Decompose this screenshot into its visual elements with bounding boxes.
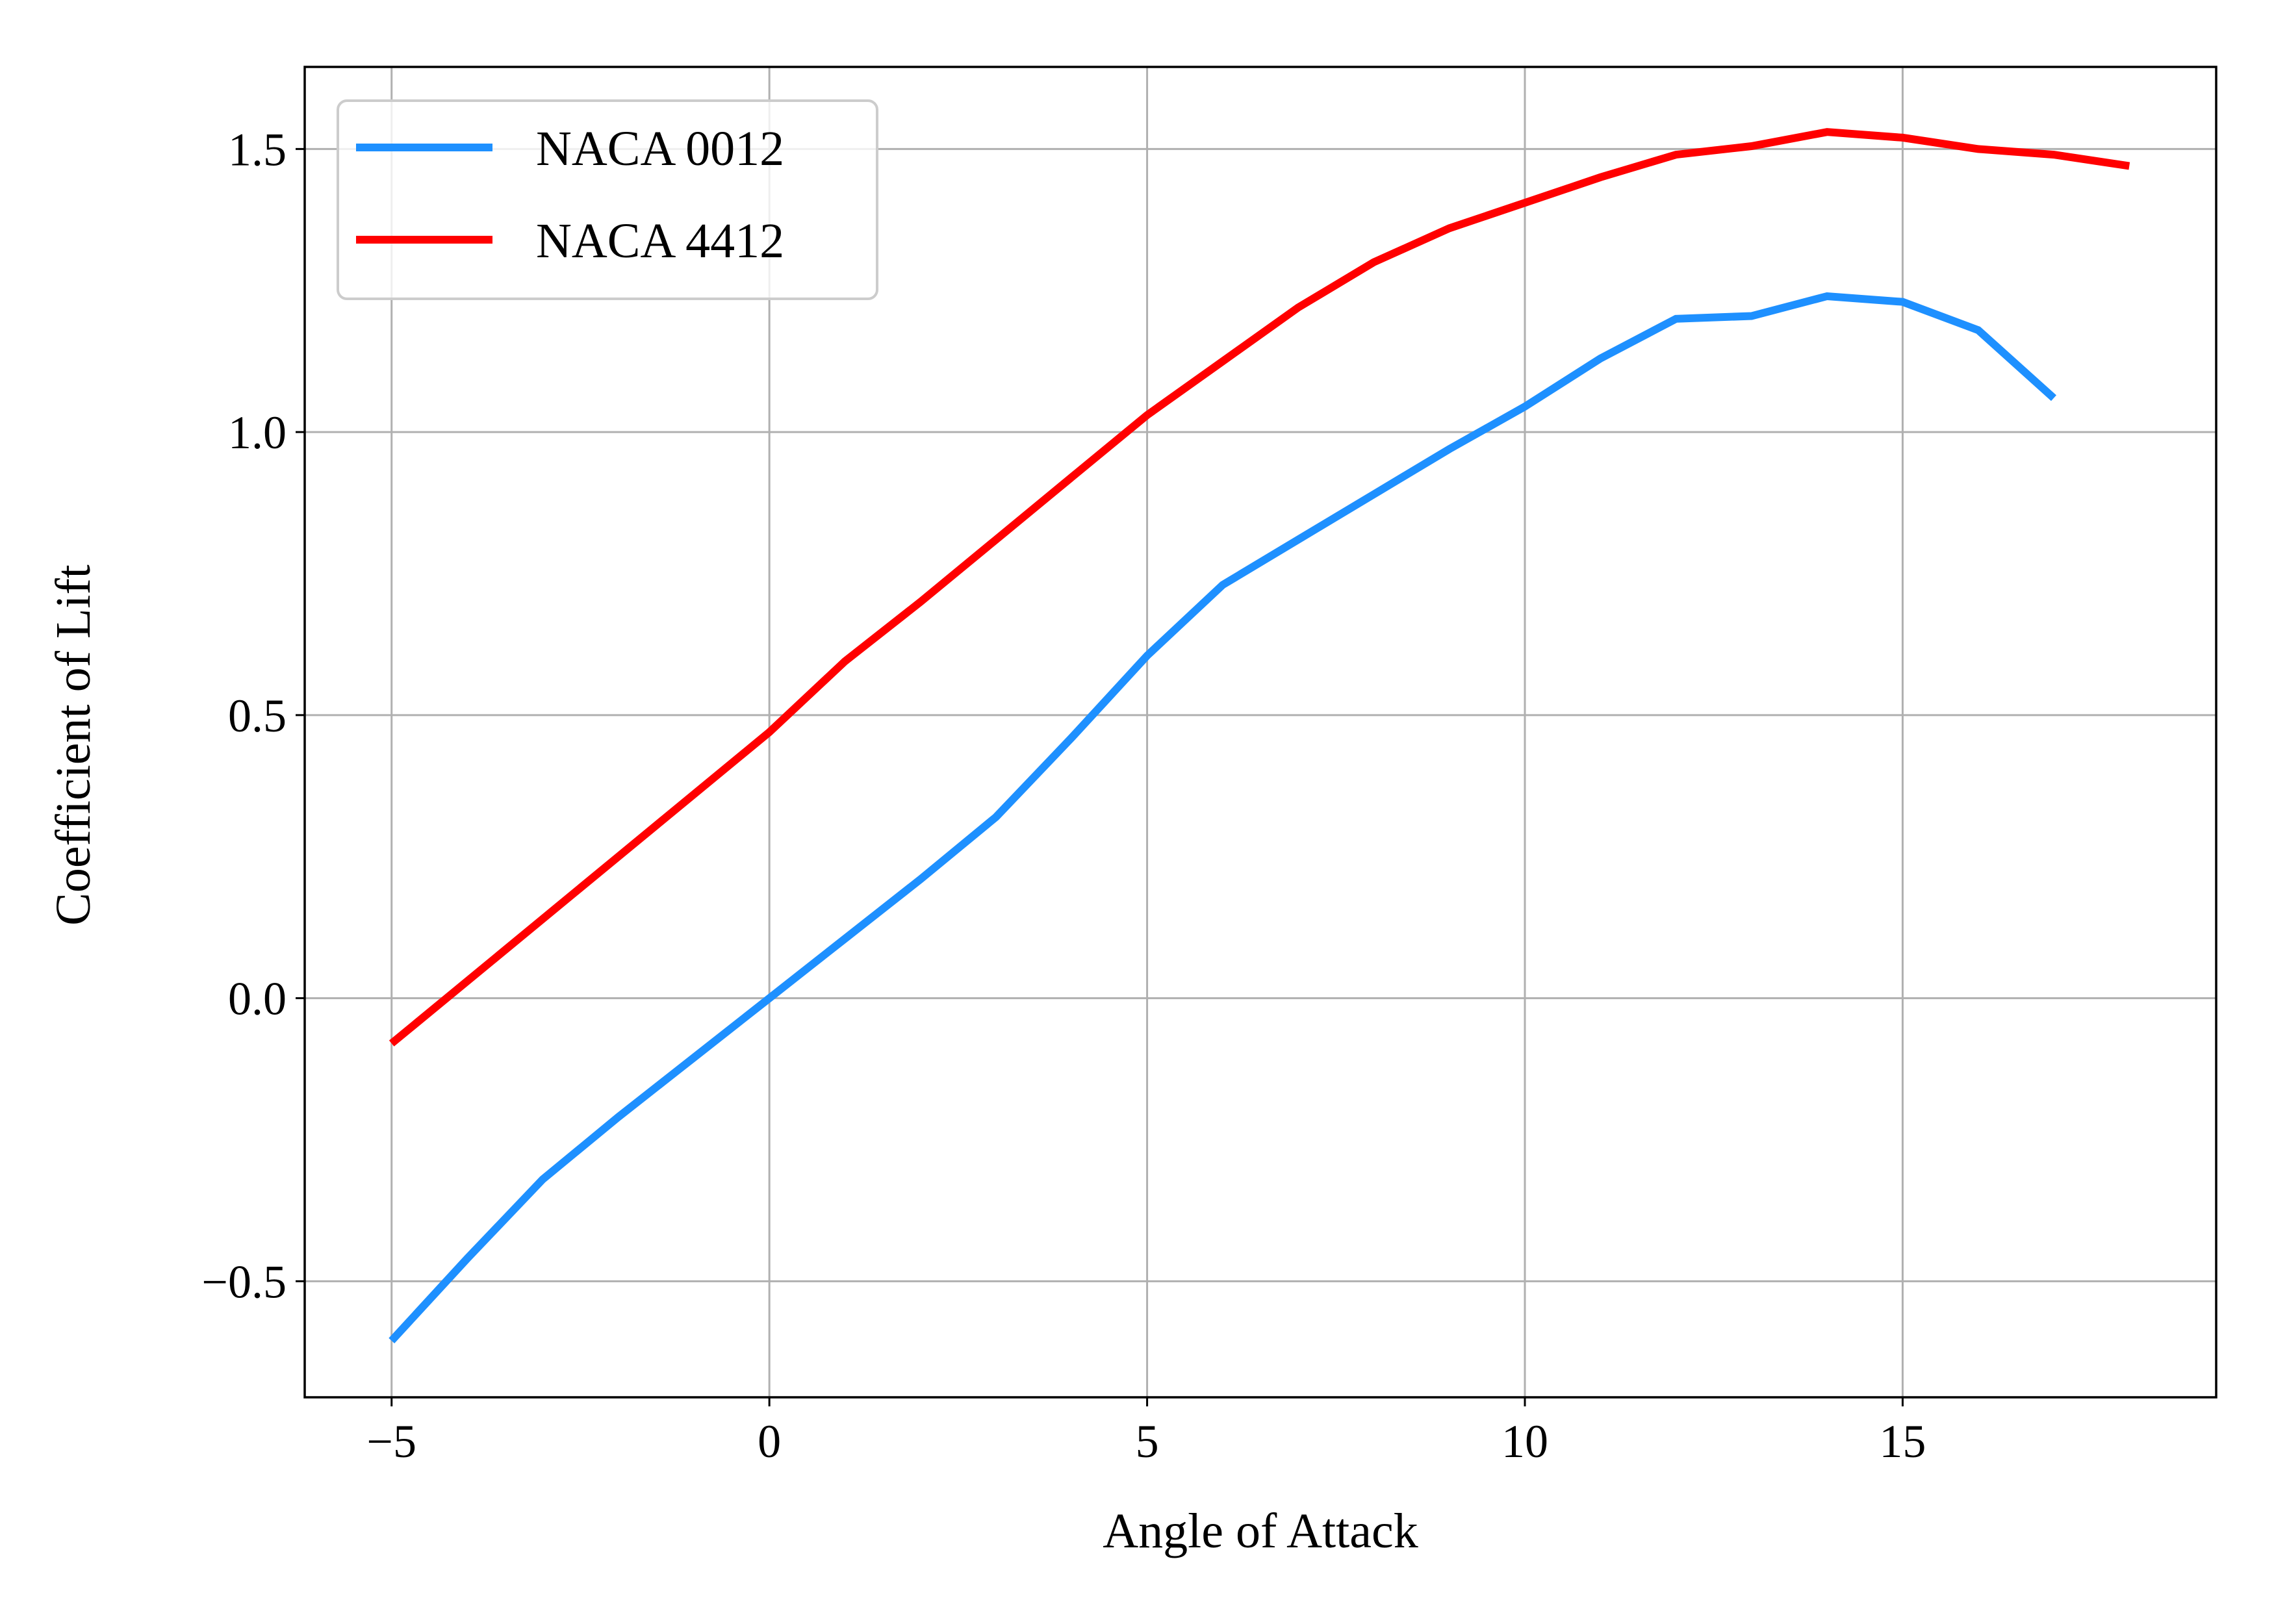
x-tick-label: 5 <box>1136 1415 1159 1467</box>
legend-label: NACA 0012 <box>536 121 784 176</box>
series-line-naca-0012 <box>389 292 2057 1343</box>
x-tick-label: 0 <box>758 1415 781 1467</box>
x-axis-title: Angle of Attack <box>1103 1504 1418 1558</box>
series-lines <box>389 128 2130 1343</box>
plot-frame <box>303 66 2217 1399</box>
x-tick-label: −5 <box>366 1415 416 1467</box>
y-tick-label: 1.5 <box>228 123 287 175</box>
y-tick-label: 0.0 <box>228 973 287 1025</box>
axis-ticks: −5 0 5 10 15 −0.5 0.0 0.5 1.0 1.5 <box>201 123 1926 1467</box>
y-tick-label: −0.5 <box>201 1256 287 1308</box>
x-tick-label: 15 <box>1879 1415 1926 1467</box>
y-tick-label: 0.5 <box>228 690 287 742</box>
x-tick-label: 10 <box>1501 1415 1548 1467</box>
y-tick-label: 1.0 <box>228 407 287 459</box>
series-line-naca-4412 <box>389 128 2130 1047</box>
legend-label: NACA 4412 <box>536 214 784 268</box>
y-axis-title: Coefficient of Lift <box>46 565 101 926</box>
legend: NACA 0012 NACA 4412 <box>337 99 878 300</box>
